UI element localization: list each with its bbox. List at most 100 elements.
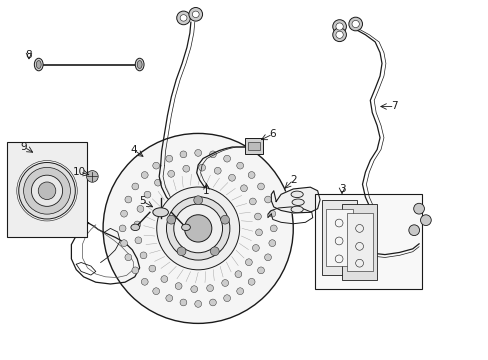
Circle shape [236,162,243,169]
Circle shape [268,210,275,217]
Circle shape [121,240,127,247]
Circle shape [19,162,75,219]
Circle shape [223,295,230,302]
Circle shape [121,210,127,217]
Circle shape [248,278,255,285]
Text: 1: 1 [203,186,209,196]
Ellipse shape [290,191,303,198]
Circle shape [190,286,197,293]
Ellipse shape [180,15,186,21]
Bar [6,142,87,237]
Ellipse shape [335,31,343,39]
Circle shape [236,288,243,294]
Circle shape [268,240,275,247]
Circle shape [167,170,174,177]
Circle shape [180,299,186,306]
Circle shape [214,167,221,174]
Circle shape [140,252,146,259]
Text: 8: 8 [25,50,32,60]
Bar [341,204,376,280]
Circle shape [134,221,141,228]
Ellipse shape [36,60,41,68]
Circle shape [235,271,241,278]
Ellipse shape [291,199,304,206]
Circle shape [173,204,222,253]
Ellipse shape [290,206,303,213]
Ellipse shape [351,21,359,28]
Circle shape [183,165,189,172]
Circle shape [255,229,262,236]
Circle shape [248,172,255,179]
Text: 4: 4 [130,144,136,154]
Circle shape [23,167,70,214]
Circle shape [254,213,261,220]
Circle shape [264,196,271,203]
Circle shape [132,267,139,274]
Circle shape [165,295,172,302]
Circle shape [31,175,62,206]
Circle shape [209,299,216,306]
Ellipse shape [131,224,140,230]
Circle shape [119,225,126,232]
Ellipse shape [176,11,190,25]
Circle shape [252,244,259,251]
Circle shape [264,254,271,261]
Circle shape [194,301,201,307]
Circle shape [228,174,235,181]
Text: 10: 10 [73,167,86,177]
Bar [245,138,263,154]
Circle shape [245,259,252,266]
Ellipse shape [348,17,362,31]
Circle shape [257,267,264,274]
Circle shape [221,280,228,287]
Circle shape [194,149,201,156]
Circle shape [152,288,159,294]
Circle shape [137,206,143,212]
Ellipse shape [332,20,346,33]
Circle shape [206,285,213,292]
Circle shape [132,183,139,190]
Text: 7: 7 [390,102,397,112]
Ellipse shape [188,8,202,21]
Ellipse shape [192,11,199,18]
Circle shape [103,134,293,323]
Circle shape [209,151,216,158]
Circle shape [124,196,131,203]
Circle shape [161,276,167,283]
Circle shape [240,185,247,192]
Circle shape [149,265,156,272]
Circle shape [38,182,56,199]
Circle shape [144,191,151,198]
Circle shape [157,187,239,270]
Circle shape [152,162,159,169]
Text: 9: 9 [21,142,27,152]
Circle shape [166,215,175,224]
Bar [346,213,372,271]
Circle shape [166,197,229,260]
Ellipse shape [408,225,419,235]
Circle shape [270,225,277,232]
Circle shape [135,237,142,244]
Circle shape [154,179,161,186]
Polygon shape [271,187,320,213]
Text: 5: 5 [139,196,145,206]
Circle shape [220,215,229,224]
Circle shape [86,171,98,182]
Circle shape [184,215,211,242]
Circle shape [223,155,230,162]
Ellipse shape [335,23,343,30]
Circle shape [193,196,202,204]
Bar [315,194,422,289]
Circle shape [124,254,131,261]
Bar [321,200,356,275]
Text: 2: 2 [289,175,296,185]
Circle shape [177,247,185,256]
Ellipse shape [413,203,424,214]
Circle shape [141,278,148,285]
Text: 6: 6 [269,129,276,139]
Ellipse shape [181,224,190,230]
Circle shape [198,164,205,171]
Circle shape [175,283,182,289]
Circle shape [180,151,186,158]
Ellipse shape [34,58,43,71]
